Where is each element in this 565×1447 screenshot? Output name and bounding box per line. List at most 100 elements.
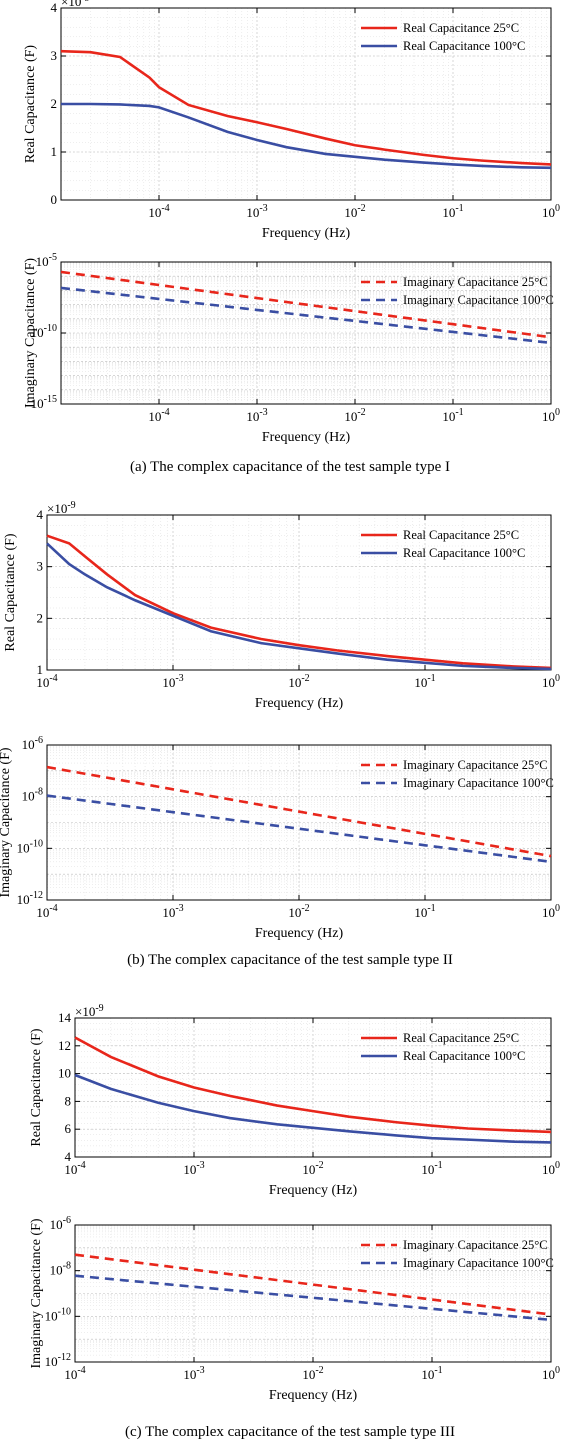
series-line-100c — [46, 794, 552, 864]
series-line-25c — [74, 1036, 552, 1134]
y-axis-label: Imaginary Capacitance (F) — [29, 1218, 44, 1368]
y-tick-label: 10-10 — [45, 1306, 71, 1323]
y-multiplier: ×10-9 — [61, 0, 90, 9]
panel-c-imag: 10-4 10-3 10-2 10-1 100 10-12 10-10 10-8 10-6 Fre… — [29, 1215, 560, 1403]
legend-label: Imaginary Capacitance 25°C — [403, 758, 548, 772]
y-tick-label: 10-6 — [22, 735, 43, 752]
x-axis-label: Frequency (Hz) — [262, 430, 351, 445]
x-tick-label: 10-3 — [246, 203, 267, 220]
x-tick-label: 100 — [542, 203, 560, 220]
y-tick-label: 1 — [37, 662, 44, 677]
legend-label: Imaginary Capacitance 100°C — [403, 1256, 554, 1270]
x-tick-label: 10-1 — [414, 903, 435, 920]
x-tick-label: 10-1 — [442, 203, 463, 220]
panel-c-real: 10-4 10-3 10-2 10-1 100 4 6 8 10 12 14 ×10-9 Frequen… — [29, 1003, 560, 1198]
y-multiplier: ×10-9 — [47, 500, 76, 516]
series-line-100c — [74, 1274, 552, 1322]
y-tick-label: 0 — [51, 192, 58, 207]
series-line-100c — [46, 542, 552, 671]
y-tick-label: 10-15 — [31, 394, 57, 411]
x-tick-label: 10-3 — [162, 673, 183, 690]
y-tick-label: 3 — [51, 48, 58, 63]
x-tick-label: 100 — [542, 1365, 560, 1382]
y-tick-label: 2 — [51, 96, 58, 111]
x-tick-label: 10-3 — [162, 903, 183, 920]
legend-label: Real Capacitance 100°C — [403, 1049, 525, 1063]
y-tick-label: 10-8 — [22, 787, 43, 804]
y-tick-label: 10-10 — [31, 323, 57, 340]
y-tick-label: 2 — [37, 610, 44, 625]
y-tick-label: 12 — [58, 1038, 71, 1053]
legend-label: Real Capacitance 100°C — [403, 39, 525, 53]
x-axis-label: Frequency (Hz) — [269, 1183, 358, 1198]
x-tick-label: 10-1 — [421, 1365, 442, 1382]
x-tick-label: 10-3 — [183, 1365, 204, 1382]
y-tick-label: 3 — [37, 559, 44, 574]
x-tick-label: 100 — [542, 407, 560, 424]
legend-label: Real Capacitance 25°C — [403, 1031, 519, 1045]
y-tick-label: 10-8 — [50, 1261, 71, 1278]
y-tick-label: 10 — [58, 1066, 71, 1081]
y-tick-label: 10-12 — [45, 1352, 71, 1369]
y-tick-label: 10-10 — [17, 838, 43, 855]
x-tick-label: 10-1 — [442, 407, 463, 424]
legend-label: Real Capacitance 100°C — [403, 546, 525, 560]
legend-label: Real Capacitance 25°C — [403, 528, 519, 542]
y-tick-label: 4 — [65, 1149, 72, 1164]
y-axis-label: Real Capacitance (F) — [3, 533, 18, 652]
series-line-100c — [60, 286, 552, 345]
x-tick-label: 10-4 — [64, 1160, 85, 1177]
legend-label: Imaginary Capacitance 25°C — [403, 275, 548, 289]
x-tick-label: 10-3 — [246, 407, 267, 424]
x-tick-label: 10-2 — [288, 673, 309, 690]
y-tick-label: 10-12 — [17, 890, 43, 907]
y-tick-label: 10-6 — [50, 1215, 71, 1232]
x-tick-label: 10-4 — [148, 203, 169, 220]
y-tick-label: 14 — [58, 1010, 72, 1025]
x-tick-label: 10-4 — [148, 407, 169, 424]
x-tick-label: 10-3 — [183, 1160, 204, 1177]
x-tick-label: 100 — [542, 673, 560, 690]
x-tick-label: 10-4 — [36, 673, 57, 690]
series-line-25c — [60, 49, 552, 166]
caption-a: (a) The complex capacitance of the test … — [130, 459, 450, 475]
x-axis-label: Frequency (Hz) — [255, 696, 344, 711]
y-axis-label: Real Capacitance (F) — [29, 1028, 44, 1147]
series-line-100c — [61, 102, 552, 170]
x-tick-label: 10-1 — [414, 673, 435, 690]
x-tick-label: 10-2 — [302, 1160, 323, 1177]
series-line-25c — [60, 270, 552, 339]
x-tick-label: 10-2 — [344, 407, 365, 424]
panel-a-imag: 10-4 10-3 10-2 10-1 100 10-15 10-10 10-5 Frequen… — [23, 252, 560, 445]
caption-b: (b) The complex capacitance of the test … — [127, 952, 453, 968]
series-line-25c — [46, 534, 552, 670]
y-axis-label: Real Capacitance (F) — [23, 45, 38, 164]
y-tick-label: 8 — [65, 1093, 72, 1108]
x-tick-label: 100 — [542, 1160, 560, 1177]
panel-a-real: 10-4 10-3 10-2 10-1 100 0 1 2 3 4×10-9 Frequency (… — [23, 0, 560, 241]
y-multiplier: ×10-9 — [75, 1003, 104, 1019]
series-line-25c — [46, 765, 552, 858]
y-axis-label: Imaginary Capacitance (F) — [23, 258, 38, 408]
y-tick-label: 4 — [37, 507, 44, 522]
y-tick-label: 1 — [51, 144, 58, 159]
x-tick-label: 10-4 — [64, 1365, 85, 1382]
legend-label: Real Capacitance 25°C — [403, 21, 519, 35]
x-tick-label: 10-2 — [344, 203, 365, 220]
caption-c: (c) The complex capacitance of the test … — [125, 1424, 455, 1440]
x-tick-label: 10-2 — [302, 1365, 323, 1382]
x-tick-label: 10-1 — [421, 1160, 442, 1177]
x-tick-label: 10-4 — [36, 903, 57, 920]
y-tick-label: 6 — [65, 1121, 72, 1136]
x-tick-label: 10-2 — [288, 903, 309, 920]
x-axis-label: Frequency (Hz) — [262, 226, 351, 241]
legend-label: Imaginary Capacitance 25°C — [403, 1238, 548, 1252]
legend-label: Imaginary Capacitance 100°C — [403, 293, 554, 307]
series-line-25c — [74, 1253, 552, 1316]
x-axis-label: Frequency (Hz) — [269, 1388, 358, 1403]
x-axis-label: Frequency (Hz) — [255, 926, 344, 941]
legend-label: Imaginary Capacitance 100°C — [403, 776, 554, 790]
series-line-100c — [74, 1073, 552, 1144]
